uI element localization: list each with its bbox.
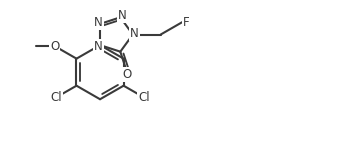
Text: Cl: Cl <box>138 91 150 104</box>
Text: F: F <box>183 16 190 29</box>
Text: N: N <box>94 16 103 29</box>
Text: O: O <box>50 40 60 53</box>
Text: O: O <box>123 68 132 81</box>
Text: Cl: Cl <box>50 91 62 104</box>
Text: N: N <box>94 40 103 53</box>
Text: N: N <box>130 27 139 40</box>
Text: N: N <box>118 9 126 22</box>
